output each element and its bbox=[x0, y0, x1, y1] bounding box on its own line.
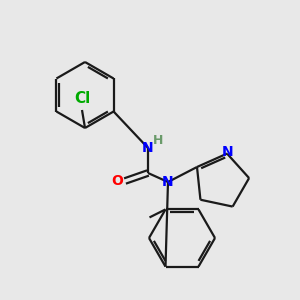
Text: N: N bbox=[221, 145, 233, 159]
Text: H: H bbox=[153, 134, 163, 148]
Text: Cl: Cl bbox=[74, 91, 90, 106]
Text: O: O bbox=[111, 174, 123, 188]
Text: N: N bbox=[142, 141, 154, 155]
Text: N: N bbox=[162, 175, 174, 189]
